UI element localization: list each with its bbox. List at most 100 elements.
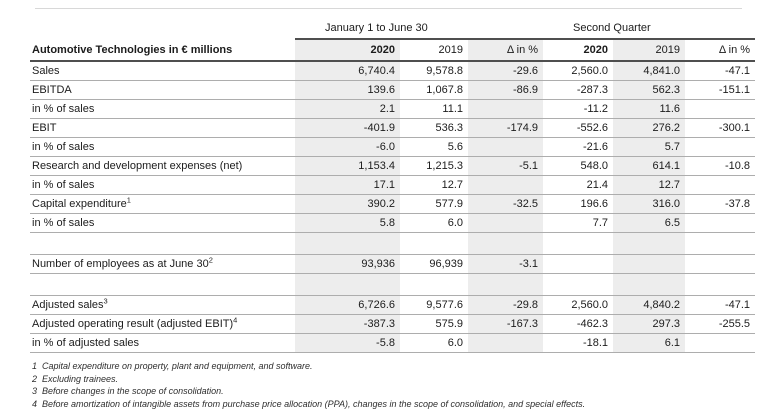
row-label-cell: EBIT bbox=[30, 119, 295, 138]
value-cell bbox=[685, 176, 755, 195]
group-header-h1: January 1 to June 30 bbox=[295, 17, 543, 39]
value-cell: -29.6 bbox=[468, 61, 543, 81]
value-cell: 9,578.8 bbox=[400, 61, 468, 81]
value-cell: -5.1 bbox=[468, 157, 543, 176]
spacer-value-cell bbox=[685, 274, 755, 296]
column-header-row: Automotive Technologies in € millions 20… bbox=[30, 39, 755, 61]
value-cell: -167.3 bbox=[468, 315, 543, 334]
value-cell: -37.8 bbox=[685, 195, 755, 214]
footnote-text: Before changes in the scope of consolida… bbox=[42, 385, 224, 398]
value-cell: -552.6 bbox=[543, 119, 613, 138]
value-cell: -10.8 bbox=[685, 157, 755, 176]
value-cell: -300.1 bbox=[685, 119, 755, 138]
value-cell: 96,939 bbox=[400, 255, 468, 274]
value-cell: 2,560.0 bbox=[543, 61, 613, 81]
value-cell: 577.9 bbox=[400, 195, 468, 214]
row-label-superscript: 2 bbox=[209, 255, 213, 264]
row-label-cell: Research and development expenses (net) bbox=[30, 157, 295, 176]
footnote-3: 3 Before changes in the scope of consoli… bbox=[32, 385, 768, 398]
column-header-delta-q2: Δ in % bbox=[685, 39, 755, 61]
table-row: Research and development expenses (net)1… bbox=[30, 157, 755, 176]
value-cell: 548.0 bbox=[543, 157, 613, 176]
value-cell: 4,841.0 bbox=[613, 61, 685, 81]
spacer-value-cell bbox=[613, 274, 685, 296]
row-label: in % of sales bbox=[32, 141, 94, 153]
value-cell: -47.1 bbox=[685, 296, 755, 315]
group-label-h1: January 1 to June 30 bbox=[325, 22, 428, 34]
value-cell bbox=[543, 255, 613, 274]
column-header-2020-h1: 2020 bbox=[295, 39, 400, 61]
row-label-cell: Capital expenditure1 bbox=[30, 195, 295, 214]
value-cell: -151.1 bbox=[685, 81, 755, 100]
spacer-row bbox=[30, 233, 755, 255]
value-cell bbox=[468, 176, 543, 195]
table-header: January 1 to June 30 Second Quarter Auto… bbox=[30, 17, 755, 61]
spacer-value-cell bbox=[613, 233, 685, 255]
value-cell: 11.6 bbox=[613, 100, 685, 119]
value-cell: -5.8 bbox=[295, 334, 400, 353]
value-cell: 5.6 bbox=[400, 138, 468, 157]
row-label-cell: Sales bbox=[30, 61, 295, 81]
row-label: Adjusted operating result (adjusted EBIT… bbox=[32, 318, 233, 330]
financial-table: January 1 to June 30 Second Quarter Auto… bbox=[30, 17, 755, 353]
spacer-value-cell bbox=[295, 274, 400, 296]
column-header-2019-q2: 2019 bbox=[613, 39, 685, 61]
footnote-number: 1 bbox=[32, 360, 42, 373]
row-label-cell: in % of sales bbox=[30, 138, 295, 157]
value-cell: 276.2 bbox=[613, 119, 685, 138]
value-cell: -32.5 bbox=[468, 195, 543, 214]
value-cell: -287.3 bbox=[543, 81, 613, 100]
row-label: in % of sales bbox=[32, 217, 94, 229]
value-cell: -3.1 bbox=[468, 255, 543, 274]
spacer-value-cell bbox=[468, 233, 543, 255]
value-cell bbox=[468, 100, 543, 119]
table-title: Automotive Technologies in € millions bbox=[30, 39, 295, 61]
footnote-text: Before amortization of intangible assets… bbox=[42, 398, 585, 410]
footnote-number: 3 bbox=[32, 385, 42, 398]
spacer-value-cell bbox=[468, 274, 543, 296]
value-cell bbox=[468, 138, 543, 157]
spacer-value-cell bbox=[400, 274, 468, 296]
value-cell: 390.2 bbox=[295, 195, 400, 214]
row-label: in % of sales bbox=[32, 103, 94, 115]
value-cell: 139.6 bbox=[295, 81, 400, 100]
value-cell: -6.0 bbox=[295, 138, 400, 157]
value-cell: -387.3 bbox=[295, 315, 400, 334]
value-cell: -462.3 bbox=[543, 315, 613, 334]
value-cell: -174.9 bbox=[468, 119, 543, 138]
row-label-cell: EBITDA bbox=[30, 81, 295, 100]
value-cell: 12.7 bbox=[613, 176, 685, 195]
value-cell bbox=[468, 214, 543, 233]
group-label-q2: Second Quarter bbox=[573, 22, 651, 34]
value-cell: 1,153.4 bbox=[295, 157, 400, 176]
footnote-text: Capital expenditure on property, plant a… bbox=[42, 360, 313, 373]
row-label-cell: in % of sales bbox=[30, 100, 295, 119]
value-cell: 316.0 bbox=[613, 195, 685, 214]
value-cell: 5.7 bbox=[613, 138, 685, 157]
row-label-cell: Number of employees as at June 302 bbox=[30, 255, 295, 274]
spacer-value-cell bbox=[295, 233, 400, 255]
value-cell: 21.4 bbox=[543, 176, 613, 195]
value-cell: -86.9 bbox=[468, 81, 543, 100]
value-cell: -29.8 bbox=[468, 296, 543, 315]
value-cell: 6.5 bbox=[613, 214, 685, 233]
value-cell: 93,936 bbox=[295, 255, 400, 274]
value-cell bbox=[685, 138, 755, 157]
spacer-label-cell bbox=[30, 233, 295, 255]
spacer-value-cell bbox=[543, 233, 613, 255]
row-label-superscript: 1 bbox=[127, 195, 131, 204]
value-cell bbox=[685, 255, 755, 274]
row-label: in % of sales bbox=[32, 179, 94, 191]
value-cell: 9,577.6 bbox=[400, 296, 468, 315]
value-cell: 196.6 bbox=[543, 195, 613, 214]
column-header-2020-q2: 2020 bbox=[543, 39, 613, 61]
value-cell: 2,560.0 bbox=[543, 296, 613, 315]
